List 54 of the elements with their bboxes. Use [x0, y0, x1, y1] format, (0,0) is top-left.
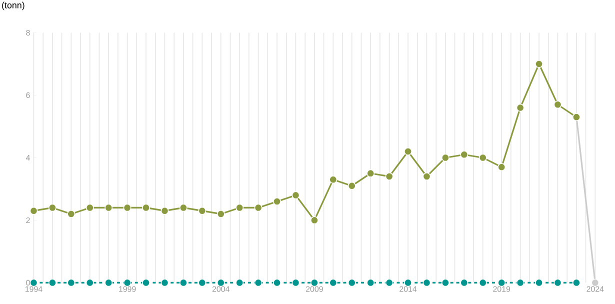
point — [348, 182, 356, 190]
point — [104, 278, 113, 287]
point — [572, 278, 580, 287]
point — [422, 278, 431, 287]
y-axis-title: (tonn) — [2, 2, 24, 10]
point — [142, 204, 150, 212]
point — [179, 278, 188, 287]
point — [292, 278, 300, 287]
point — [48, 278, 56, 287]
point — [329, 176, 338, 184]
point — [292, 191, 300, 200]
point — [123, 204, 132, 212]
point — [273, 198, 281, 206]
point — [198, 207, 206, 216]
point — [460, 278, 468, 287]
point — [48, 204, 56, 212]
point — [329, 278, 338, 287]
point — [310, 216, 318, 224]
point — [104, 204, 113, 212]
point — [86, 278, 94, 287]
point — [385, 172, 394, 181]
point — [366, 170, 375, 178]
point — [478, 278, 487, 287]
point — [441, 278, 450, 287]
point — [67, 210, 76, 218]
point — [385, 278, 394, 287]
point — [236, 278, 244, 287]
point — [198, 278, 206, 287]
point — [142, 278, 150, 287]
point — [535, 60, 543, 68]
point — [86, 204, 94, 212]
point — [404, 148, 412, 156]
point — [67, 278, 76, 287]
point — [516, 278, 524, 287]
point — [273, 278, 281, 287]
point — [478, 154, 487, 162]
point — [441, 154, 450, 162]
point — [498, 163, 506, 172]
point — [254, 278, 262, 287]
point — [216, 210, 225, 218]
point — [254, 204, 262, 212]
point — [554, 100, 562, 109]
point — [160, 278, 169, 287]
point — [422, 172, 431, 181]
point — [30, 207, 38, 216]
point — [236, 204, 244, 212]
point — [516, 104, 524, 112]
point — [535, 278, 543, 287]
point — [366, 278, 375, 287]
point — [160, 207, 169, 216]
point — [460, 150, 468, 159]
point — [348, 278, 356, 287]
point — [554, 278, 562, 287]
point — [179, 204, 188, 212]
